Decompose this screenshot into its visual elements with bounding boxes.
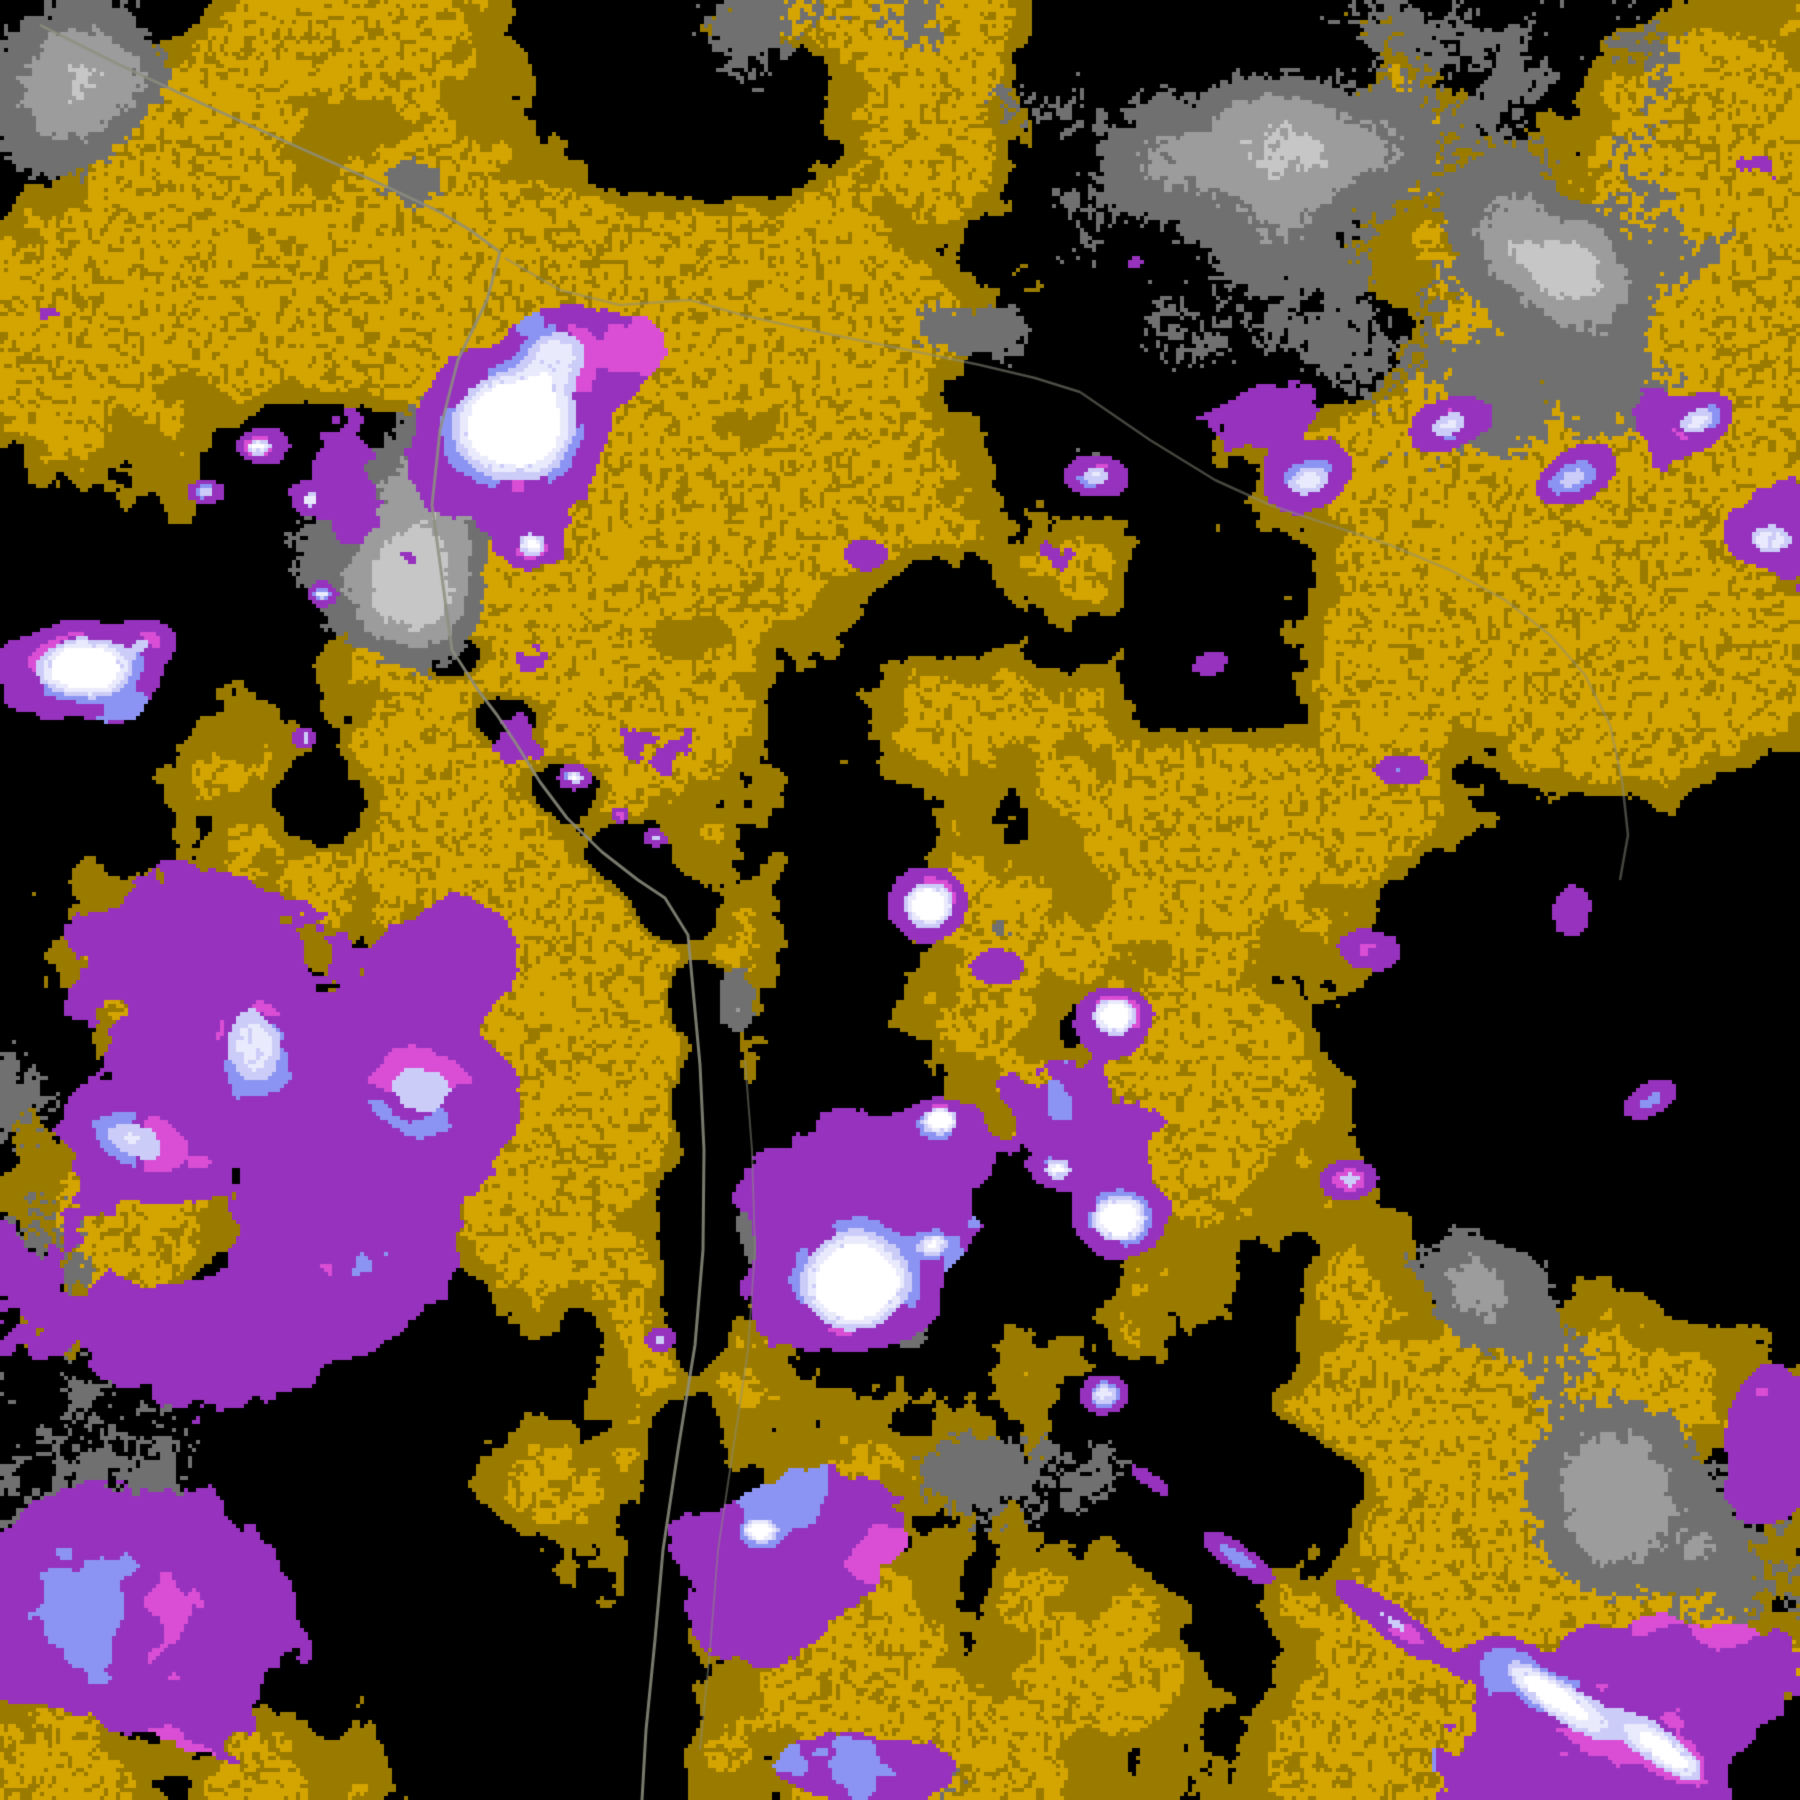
weather-satellite-view: [0, 0, 1800, 1800]
satellite-image: [0, 0, 1800, 1800]
